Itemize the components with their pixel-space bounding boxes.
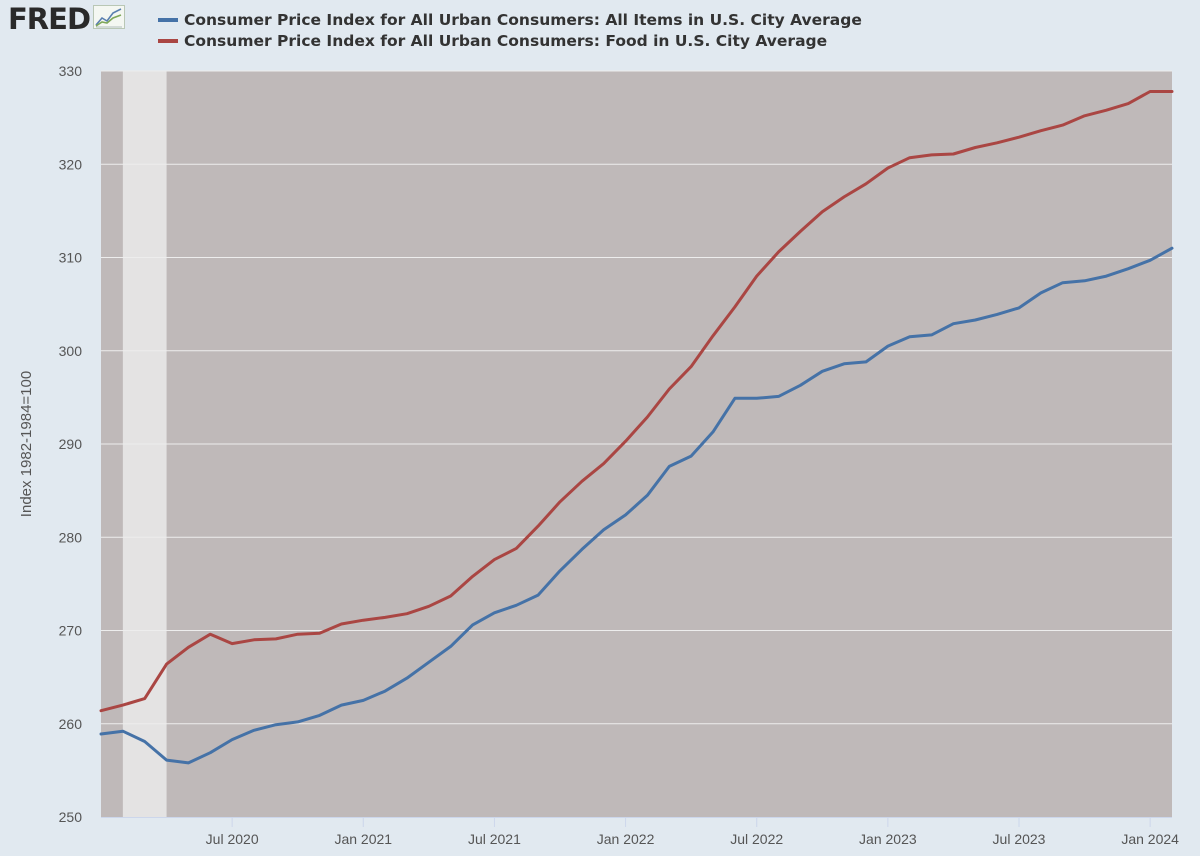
y-axis-title: Index 1982-1984=100	[18, 371, 35, 517]
legend-label-all-items: Consumer Price Index for All Urban Consu…	[184, 10, 862, 29]
x-tick-label: Jul 2022	[730, 831, 783, 847]
y-tick-label: 300	[59, 343, 83, 359]
legend-item-food[interactable]: Consumer Price Index for All Urban Consu…	[158, 30, 862, 51]
legend-swatch-food	[158, 38, 178, 43]
legend-swatch-all-items	[158, 17, 178, 22]
x-tick-label: Jul 2023	[993, 831, 1046, 847]
x-tick-label: Jul 2020	[206, 831, 259, 847]
y-tick-label: 330	[59, 63, 83, 79]
y-tick-label: 320	[59, 156, 83, 172]
x-tick-label: Jan 2024	[1121, 831, 1179, 847]
y-tick-label: 250	[59, 809, 83, 825]
legend-label-food: Consumer Price Index for All Urban Consu…	[184, 31, 828, 50]
x-tick-label: Jan 2023	[859, 831, 917, 847]
y-tick-label: 290	[59, 436, 83, 452]
chart-legend: Consumer Price Index for All Urban Consu…	[158, 9, 862, 51]
y-tick-label: 280	[59, 529, 83, 545]
x-tick-label: Jan 2021	[334, 831, 392, 847]
y-tick-label: 310	[59, 250, 83, 266]
legend-item-all-items[interactable]: Consumer Price Index for All Urban Consu…	[158, 9, 862, 30]
x-tick-label: Jan 2022	[597, 831, 655, 847]
x-tick-label: Jul 2021	[468, 831, 521, 847]
line-chart-icon	[93, 4, 126, 34]
y-tick-label: 260	[59, 716, 83, 732]
series-line-all-items	[99, 246, 1174, 765]
y-tick-label: 270	[59, 623, 83, 639]
fred-logo[interactable]: FRED	[8, 2, 126, 36]
series-line-food	[99, 90, 1174, 713]
logo-text: FRED	[8, 2, 91, 36]
